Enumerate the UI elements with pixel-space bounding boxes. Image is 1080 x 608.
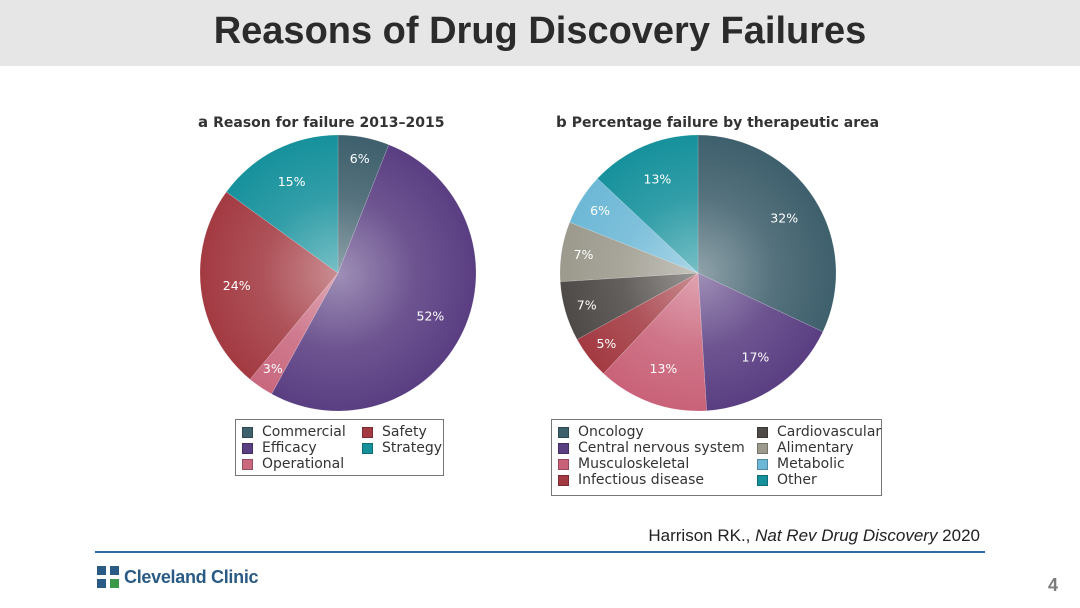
- pie-a-label-safety: 24%: [223, 278, 251, 293]
- chart-b-title-text: Percentage failure by therapeutic area: [571, 115, 880, 131]
- pie-a-label-efficacy: 52%: [417, 309, 445, 324]
- legend-a-item-operational: Operational: [242, 456, 344, 472]
- legend-b-item-alimentary: Alimentary: [757, 440, 854, 456]
- legend-label: Oncology: [578, 424, 644, 440]
- legend-a-item-safety: Safety: [362, 424, 427, 440]
- page-number: 4: [1047, 575, 1058, 595]
- legend-swatch: [757, 442, 768, 454]
- pie-a-label-commercial: 6%: [350, 151, 370, 166]
- legend-swatch: [757, 426, 768, 438]
- cleveland-clinic-logo: Cleveland Clinic: [97, 566, 259, 588]
- legend-label: Central nervous system: [578, 440, 745, 456]
- legend-label: Metabolic: [777, 456, 845, 472]
- legend-label: Strategy: [382, 440, 442, 456]
- legend-swatch: [362, 442, 373, 454]
- legend-swatch: [242, 442, 253, 454]
- chart-b-panel-letter: b: [556, 113, 567, 131]
- legend-label: Infectious disease: [578, 472, 704, 488]
- legend-a-item-efficacy: Efficacy: [242, 440, 317, 456]
- pie-b-label-musculoskeletal: 13%: [650, 361, 678, 376]
- title-band: [0, 0, 1080, 66]
- legend-swatch: [558, 474, 569, 486]
- legend-b-item-infectious-disease: Infectious disease: [558, 472, 704, 488]
- legend-label: Commercial: [262, 424, 346, 440]
- footer-divider: [95, 551, 985, 553]
- slide-title: Reasons of Drug Discovery Failures: [213, 10, 867, 52]
- pie-a-label-strategy: 15%: [278, 174, 306, 189]
- legend-swatch: [362, 426, 373, 438]
- legend-a: Commercial Safety Efficacy Strategy Operatio…: [235, 419, 444, 476]
- legend-swatch: [558, 458, 569, 470]
- chart-a-title: a Reason for failure 2013–2015: [198, 113, 444, 131]
- legend-b: Oncology Cardiovascular Central nervous sy…: [551, 419, 882, 496]
- citation-author: Harrison RK.,: [648, 526, 756, 545]
- cleveland-clinic-cross-icon: [97, 566, 119, 588]
- legend-a-item-strategy: Strategy: [362, 440, 442, 456]
- chart-a-panel-letter: a: [198, 113, 209, 131]
- legend-label: Safety: [382, 424, 427, 440]
- legend-swatch: [757, 458, 768, 470]
- legend-swatch: [558, 426, 569, 438]
- pie-b-label-cardiovascular: 7%: [577, 297, 597, 312]
- pie-b-label-metabolic: 6%: [590, 203, 610, 218]
- chart-a-title-text: Reason for failure 2013–2015: [213, 115, 445, 131]
- legend-a-item-commercial: Commercial: [242, 424, 346, 440]
- logo-text: Cleveland Clinic: [124, 566, 259, 587]
- legend-label: Musculoskeletal: [578, 456, 690, 472]
- legend-swatch: [558, 442, 569, 454]
- pie-b-label-alimentary: 7%: [574, 247, 594, 262]
- citation-journal: Nat Rev Drug Discovery: [755, 526, 938, 545]
- legend-b-item-central-nervous-system: Central nervous system: [558, 440, 745, 456]
- legend-swatch: [757, 474, 768, 486]
- pie-chart-a: 6% 52% 3% 24% 15%: [199, 134, 477, 412]
- citation: Harrison RK., Nat Rev Drug Discovery 202…: [648, 526, 980, 546]
- legend-label: Alimentary: [777, 440, 854, 456]
- legend-label: Efficacy: [262, 440, 317, 456]
- chart-b-title: b Percentage failure by therapeutic area: [556, 113, 879, 131]
- legend-b-item-other: Other: [757, 472, 817, 488]
- pie-b-label-infectious-disease: 5%: [596, 336, 616, 351]
- legend-label: Operational: [262, 456, 345, 472]
- pie-chart-b: 32% 17% 13% 5% 7% 7% 6% 13%: [559, 134, 837, 412]
- legend-label: Other: [777, 472, 817, 488]
- legend-b-item-musculoskeletal: Musculoskeletal: [558, 456, 689, 472]
- legend-b-item-cardiovascular: Cardiovascular: [757, 424, 881, 440]
- citation-year: 2020: [937, 526, 980, 545]
- legend-swatch: [242, 458, 253, 470]
- pie-b-label-other: 13%: [644, 171, 672, 186]
- legend-b-item-metabolic: Metabolic: [757, 456, 845, 472]
- legend-label: Cardiovascular: [777, 424, 882, 440]
- legend-swatch: [242, 426, 253, 438]
- pie-b-label-oncology: 32%: [770, 210, 798, 225]
- pie-b-label-central-nervous-system: 17%: [742, 350, 770, 365]
- pie-a-label-operational: 3%: [263, 361, 283, 376]
- legend-b-item-oncology: Oncology: [558, 424, 644, 440]
